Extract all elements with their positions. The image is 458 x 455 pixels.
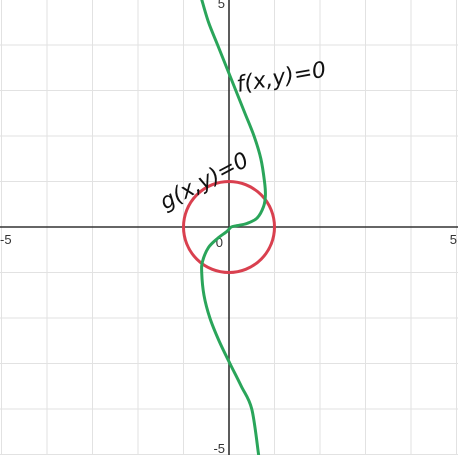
annotation-f: f(x,y)=0 bbox=[235, 58, 328, 98]
series-g-circle bbox=[182, 180, 276, 274]
tick-label-y-top: 5 bbox=[218, 0, 225, 11]
tick-label-origin: 0 bbox=[216, 235, 223, 250]
curves bbox=[182, 0, 276, 455]
tick-label-x-right: 5 bbox=[450, 232, 457, 247]
series-f-curve bbox=[200, 0, 267, 455]
tick-label-x-left: -5 bbox=[0, 232, 12, 247]
tick-label-y-bottom: -5 bbox=[213, 441, 225, 455]
